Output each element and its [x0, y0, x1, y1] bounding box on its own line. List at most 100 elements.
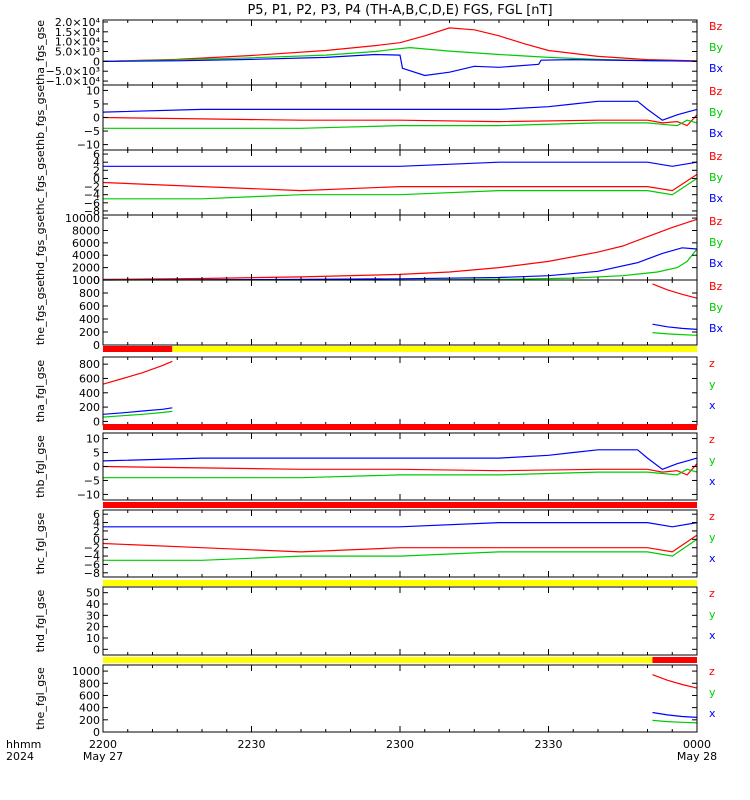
legend-entry-y: y — [709, 608, 716, 621]
legend-entry-z: z — [709, 357, 715, 370]
y-tick-label: −2 — [84, 181, 100, 194]
y-tick-label: −6 — [84, 558, 100, 571]
y-axis-label: thb_fgs_gse — [34, 85, 47, 151]
time-tick-label: 2330 — [535, 738, 563, 751]
series-line-x — [103, 521, 698, 528]
y-axis-label: tha_fgs_gse — [34, 20, 47, 85]
legend-entry-y: y — [709, 378, 716, 391]
y-tick-label: 600 — [79, 372, 100, 385]
series-line-bz — [102, 114, 698, 127]
legend-entry-y: y — [709, 531, 716, 544]
time-tick-date: May 27 — [83, 750, 123, 763]
status-bar-segment — [103, 424, 697, 430]
panel-frame — [102, 279, 698, 346]
y-tick-label: 8000 — [72, 224, 100, 237]
y-axis-label: thc_fgs_gse — [34, 150, 47, 215]
y-tick-label: 0 — [93, 339, 100, 352]
y-tick-label: −4 — [84, 550, 100, 563]
y-axis-label: tha_fgl_gse — [34, 360, 47, 423]
y-tick-label: 6 — [93, 148, 100, 161]
series-line-x — [102, 407, 173, 415]
panel-frame — [102, 19, 698, 86]
y-tick-label: −5 — [84, 474, 100, 487]
legend-entry-z: z — [709, 665, 715, 678]
legend-entry-z: z — [709, 433, 715, 446]
y-axis-label: thd_fgl_gse — [34, 589, 47, 652]
series-line-x — [102, 449, 698, 470]
y-tick-label: 200 — [79, 326, 100, 339]
y-tick-label: 5 — [93, 447, 100, 460]
y-tick-label: 2 — [93, 164, 100, 177]
series-line-bz — [102, 218, 698, 280]
y-tick-label: 6000 — [72, 237, 100, 250]
status-bar-segment — [652, 657, 697, 663]
y-axis-label: thc_fgl_gse — [34, 512, 47, 574]
y-tick-label: 0 — [93, 274, 100, 287]
y-tick-label: 40 — [86, 598, 100, 611]
series-line-bx — [102, 53, 698, 77]
legend-entry-x: x — [709, 629, 716, 642]
series-line-bz — [102, 173, 698, 192]
time-row-label-year: 2024 — [6, 750, 34, 763]
panel-frame — [102, 356, 698, 426]
figure-title: P5, P1, P2, P3, P4 (TH-A,B,C,D,E) FGS, F… — [247, 3, 552, 18]
y-tick-label: 0 — [93, 172, 100, 185]
time-tick-label: 2230 — [238, 738, 266, 751]
y-tick-label: 10 — [86, 433, 100, 446]
legend-entry-x: x — [709, 707, 716, 720]
legend-entry-by: By — [709, 236, 724, 249]
y-tick-label: 200 — [79, 714, 100, 727]
y-tick-label: 0 — [93, 533, 100, 546]
y-tick-label: 4 — [93, 156, 100, 169]
y-tick-label: 200 — [79, 401, 100, 414]
series-line-bz — [102, 27, 698, 62]
panels-group: 2.0×10⁴1.5×10⁴1.0×10⁴5.0×10³0−5.0×10³−1.… — [34, 16, 724, 739]
time-tick-label: 2200 — [89, 738, 117, 751]
y-tick-label: 2000 — [72, 262, 100, 275]
legend-entry-x: x — [709, 552, 716, 565]
y-tick-label: 1.0×10⁴ — [55, 36, 101, 49]
legend-entry-y: y — [709, 686, 716, 699]
legend-entry-x: x — [709, 399, 716, 412]
y-axis-label: thd_fgs_gse — [34, 215, 47, 281]
legend-entry-bx: Bx — [709, 257, 724, 270]
y-tick-label: 10000 — [65, 212, 100, 225]
y-tick-label: 600 — [79, 300, 100, 313]
y-axis-label: thb_fgl_gse — [34, 435, 47, 498]
legend-entry-bx: Bx — [709, 192, 724, 205]
y-tick-label: 1.5×10⁴ — [55, 26, 101, 39]
series-line-z — [652, 674, 698, 689]
y-tick-label: 2 — [93, 525, 100, 538]
status-bar-segment — [103, 502, 697, 508]
panel-frame — [102, 586, 698, 656]
y-tick-label: 0 — [93, 726, 100, 739]
legend-entry-by: By — [709, 41, 724, 54]
status-bar-segment — [103, 657, 653, 663]
y-tick-label: −8 — [84, 567, 100, 580]
panel-frame — [102, 509, 698, 578]
legend-entry-bz: Bz — [709, 150, 723, 163]
panel-frame — [102, 432, 698, 501]
legend-entry-bz: Bz — [709, 85, 723, 98]
series-line-y — [102, 410, 173, 418]
time-tick-label: 0000 — [683, 738, 711, 751]
y-axis-label: the_fgs_gse — [34, 280, 47, 345]
y-tick-label: −6 — [84, 197, 100, 210]
time-row-label-hhmm: hhmm — [6, 738, 41, 751]
y-tick-label: 800 — [79, 287, 100, 300]
status-bar-segment — [172, 346, 698, 352]
legend-entry-z: z — [709, 510, 715, 523]
y-tick-label: 1000 — [72, 274, 100, 287]
y-tick-label: −5.0×10³ — [46, 65, 100, 78]
legend-entry-bz: Bz — [709, 215, 723, 228]
legend-entry-bz: Bz — [709, 20, 723, 33]
panel-1: 2.0×10⁴1.5×10⁴1.0×10⁴5.0×10³0−5.0×10³−1.… — [34, 16, 724, 88]
legend-entry-bx: Bx — [709, 62, 724, 75]
series-line-by — [103, 177, 698, 200]
